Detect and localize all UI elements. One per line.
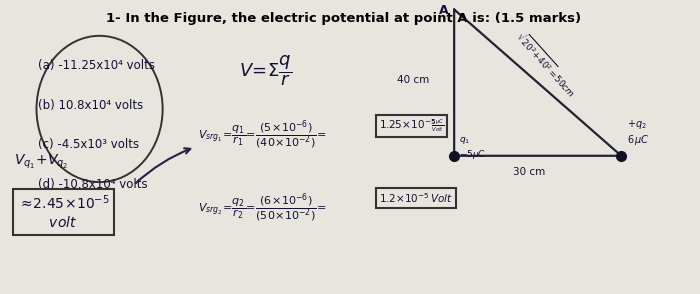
Text: $\approx\!2.45\!\times\!10^{-5}$
       $volt$: $\approx\!2.45\!\times\!10^{-5}$ $volt$ bbox=[18, 194, 109, 230]
Text: 30 cm: 30 cm bbox=[513, 168, 545, 178]
Text: A: A bbox=[439, 4, 449, 17]
Text: 1- In the Figure, the electric potential at point A is: (1.5 marks): 1- In the Figure, the electric potential… bbox=[106, 12, 582, 25]
Text: $q_1$
$-5\mu C$: $q_1$ $-5\mu C$ bbox=[459, 135, 486, 161]
Text: 40 cm: 40 cm bbox=[397, 75, 429, 85]
Text: $1.25\!\times\!10^{-5}\!\!\frac{_{5\mu C}}{_{Volt}}$: $1.25\!\times\!10^{-5}\!\!\frac{_{5\mu C… bbox=[379, 118, 444, 134]
Text: (c) -4.5x10³ volts: (c) -4.5x10³ volts bbox=[38, 138, 139, 151]
Text: (d) -10.8x10⁴ volts: (d) -10.8x10⁴ volts bbox=[38, 178, 148, 191]
Text: (a) -11.25x10⁴ volts: (a) -11.25x10⁴ volts bbox=[38, 59, 155, 72]
Text: $V_{srg_{1}}\!=\!\dfrac{q_1}{r_1}\!=\!\dfrac{(5\!\times\!10^{-6})}{(40\!\times\!: $V_{srg_{1}}\!=\!\dfrac{q_1}{r_1}\!=\!\d… bbox=[198, 118, 327, 151]
Text: $\sqrt{20^2\!+\!40^2}\!=\!50cm$: $\sqrt{20^2\!+\!40^2}\!=\!50cm$ bbox=[512, 27, 580, 100]
Text: $V\!=\!\Sigma\dfrac{q}{r}$: $V\!=\!\Sigma\dfrac{q}{r}$ bbox=[239, 54, 293, 88]
Text: (b) 10.8x10⁴ volts: (b) 10.8x10⁴ volts bbox=[38, 99, 144, 112]
Text: $1.2\!\times\!10^{-5}\,Volt$: $1.2\!\times\!10^{-5}\,Volt$ bbox=[379, 191, 453, 205]
Text: $+q_2$
$6\,\mu C$: $+q_2$ $6\,\mu C$ bbox=[626, 118, 650, 147]
Text: $V_{q_1}\!+\!V_{q_2}$: $V_{q_1}\!+\!V_{q_2}$ bbox=[14, 153, 69, 171]
Text: $V_{srg_{2}}\!=\!\dfrac{q_2}{r_2}\!=\!\dfrac{(6\!\times\!10^{-6})}{(50\!\times\!: $V_{srg_{2}}\!=\!\dfrac{q_2}{r_2}\!=\!\d… bbox=[198, 191, 327, 224]
